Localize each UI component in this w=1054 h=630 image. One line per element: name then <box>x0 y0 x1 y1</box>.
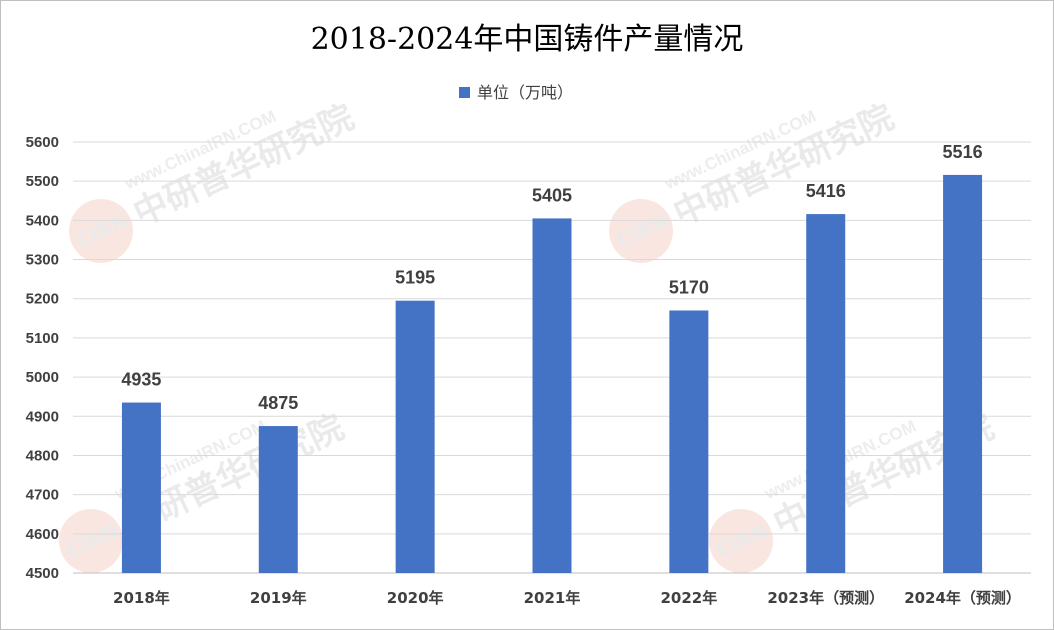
data-label: 5195 <box>395 268 435 288</box>
y-tick-label: 4900 <box>26 408 59 425</box>
y-tick-label: 5100 <box>26 330 59 347</box>
legend-swatch <box>459 87 470 98</box>
x-tick-label: 2020年 <box>387 589 444 607</box>
x-tick-label: 2018年 <box>113 589 170 607</box>
x-tick-label: 2021年 <box>524 589 581 607</box>
y-tick-label: 5400 <box>26 212 59 229</box>
data-labels: 4935 4875 5195 5405 5170 5416 5516 <box>121 142 982 413</box>
bar <box>121 402 161 573</box>
data-label: 4935 <box>121 370 161 390</box>
x-tick-label: 2023年（预测） <box>767 589 884 607</box>
watermark-logo-icon <box>709 509 773 573</box>
watermark-logo-icon <box>609 199 673 263</box>
y-tick-label: 4500 <box>26 565 59 582</box>
data-label: 5405 <box>532 185 572 205</box>
x-tick-label: 2022年 <box>660 589 717 607</box>
legend-label: 单位（万吨） <box>477 83 573 102</box>
chart-title: 2018-2024年中国铸件产量情况 <box>311 22 744 57</box>
bar <box>669 310 709 573</box>
y-tick-label: 4700 <box>26 487 59 504</box>
bars <box>121 174 983 573</box>
data-label: 4875 <box>258 393 298 413</box>
bar <box>258 426 298 573</box>
bar <box>943 174 983 573</box>
x-axis: 2018年 2019年 2020年 2021年 2022年 2023年（预测） 2024年（… <box>113 589 1021 607</box>
y-tick-label: 5500 <box>26 173 59 190</box>
y-tick-label: 4600 <box>26 526 59 543</box>
data-label: 5416 <box>806 181 846 201</box>
y-tick-label: 5600 <box>26 134 59 151</box>
y-tick-label: 5000 <box>26 369 59 386</box>
bar <box>806 214 846 573</box>
y-axis: 4500 4600 4700 4800 4900 5000 5100 5200 5300 5400… <box>26 134 59 582</box>
data-label: 5170 <box>669 277 709 297</box>
y-tick-label: 4800 <box>26 447 59 464</box>
y-tick-label: 5200 <box>26 291 59 308</box>
watermark-logo-icon <box>69 199 133 263</box>
watermark-logo-icon <box>59 509 123 573</box>
legend: 单位（万吨） <box>459 83 573 102</box>
data-label: 5516 <box>943 142 983 162</box>
bar <box>532 218 572 573</box>
bar <box>395 300 435 573</box>
x-tick-label: 2019年 <box>250 589 307 607</box>
x-tick-label: 2024年（预测） <box>904 589 1021 607</box>
y-tick-label: 5300 <box>26 252 59 269</box>
